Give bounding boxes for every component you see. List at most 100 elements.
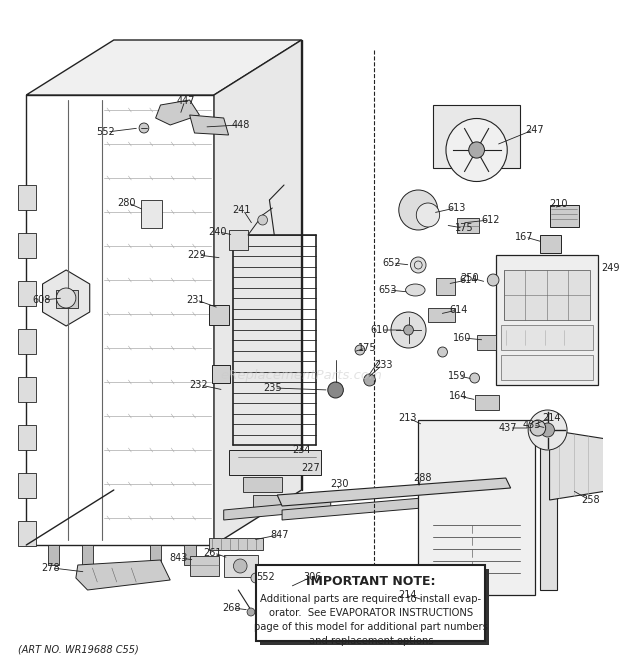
Bar	[433, 105, 520, 168]
Bar	[190, 556, 219, 576]
Bar	[504, 270, 590, 320]
Text: 280: 280	[118, 198, 136, 208]
Text: 612: 612	[482, 215, 500, 225]
Circle shape	[391, 312, 426, 348]
Text: 447: 447	[177, 96, 195, 106]
Bar	[48, 545, 60, 565]
Bar	[19, 473, 36, 498]
Bar	[19, 377, 36, 402]
Text: 268: 268	[223, 603, 241, 613]
Bar	[253, 495, 282, 507]
Bar	[540, 235, 561, 253]
Text: 230: 230	[330, 479, 349, 489]
Bar	[209, 538, 263, 550]
Circle shape	[438, 347, 448, 357]
Text: 261: 261	[203, 548, 222, 558]
Bar	[229, 230, 248, 250]
Bar	[209, 305, 229, 325]
Polygon shape	[214, 40, 301, 545]
Text: 552: 552	[96, 127, 115, 137]
Text: 175: 175	[358, 343, 376, 353]
Text: 240: 240	[208, 227, 227, 237]
Bar	[603, 265, 618, 345]
Bar	[82, 545, 94, 565]
Text: 160: 160	[453, 333, 472, 343]
Polygon shape	[436, 278, 455, 295]
Text: 552: 552	[256, 572, 275, 582]
Circle shape	[139, 123, 149, 133]
Text: 235: 235	[264, 383, 282, 393]
Text: 233: 233	[374, 360, 393, 370]
Ellipse shape	[405, 284, 425, 296]
Polygon shape	[156, 100, 200, 125]
Text: 608: 608	[32, 295, 51, 305]
Bar	[477, 335, 496, 350]
Text: (ART NO. WR19688 C55): (ART NO. WR19688 C55)	[17, 645, 138, 655]
Text: 164: 164	[448, 391, 467, 401]
Text: 258: 258	[582, 495, 600, 505]
Circle shape	[247, 608, 255, 616]
Circle shape	[56, 288, 76, 308]
Text: 306: 306	[303, 572, 322, 582]
Text: 614: 614	[450, 305, 467, 315]
Bar	[243, 477, 282, 492]
Circle shape	[530, 420, 546, 436]
Text: 613: 613	[448, 203, 466, 213]
Text: eReplacementParts.com: eReplacementParts.com	[221, 368, 383, 381]
Text: 847: 847	[270, 530, 289, 540]
Circle shape	[298, 588, 306, 596]
Polygon shape	[224, 500, 330, 520]
Bar	[260, 569, 489, 645]
Text: 175: 175	[455, 223, 474, 233]
Bar	[212, 365, 229, 383]
Polygon shape	[26, 40, 301, 95]
Text: 249: 249	[601, 263, 619, 273]
Polygon shape	[190, 115, 229, 135]
Circle shape	[404, 325, 414, 335]
Circle shape	[487, 274, 499, 286]
Circle shape	[446, 118, 507, 182]
Text: 653: 653	[378, 285, 397, 295]
Circle shape	[470, 373, 479, 383]
Bar	[540, 425, 557, 590]
Text: Additional parts are required to install evap-
orator.  See EVAPORATOR INSTRUCTI: Additional parts are required to install…	[254, 594, 488, 646]
Bar	[19, 329, 36, 354]
Polygon shape	[549, 430, 613, 500]
Bar	[19, 233, 36, 258]
Bar	[457, 218, 479, 233]
Polygon shape	[282, 490, 515, 520]
Bar	[418, 420, 535, 595]
Text: 241: 241	[232, 205, 251, 215]
Circle shape	[541, 423, 554, 437]
Text: 843: 843	[169, 553, 188, 563]
Text: 214: 214	[398, 590, 416, 600]
Text: 167: 167	[515, 232, 533, 242]
Text: 210: 210	[549, 199, 568, 209]
Circle shape	[234, 559, 247, 573]
Text: 213: 213	[398, 413, 416, 423]
Circle shape	[251, 573, 260, 583]
Circle shape	[364, 374, 376, 386]
Bar	[141, 200, 162, 228]
Text: 231: 231	[186, 295, 204, 305]
Text: 234: 234	[292, 445, 310, 455]
Polygon shape	[277, 478, 511, 506]
Bar	[19, 281, 36, 306]
Circle shape	[328, 382, 343, 398]
Text: 448: 448	[231, 120, 250, 130]
Text: 614: 614	[459, 275, 477, 285]
Bar	[19, 425, 36, 450]
Text: 437: 437	[499, 423, 518, 433]
Bar	[19, 185, 36, 210]
Text: IMPORTANT NOTE:: IMPORTANT NOTE:	[306, 574, 436, 588]
Bar	[496, 255, 598, 385]
Text: 247: 247	[525, 125, 544, 135]
Text: 288: 288	[414, 473, 432, 483]
Bar	[501, 355, 593, 380]
Polygon shape	[43, 270, 90, 326]
Bar	[229, 450, 321, 475]
Polygon shape	[76, 560, 170, 590]
Text: 214: 214	[542, 413, 561, 423]
Circle shape	[416, 203, 440, 227]
Bar	[549, 205, 578, 227]
